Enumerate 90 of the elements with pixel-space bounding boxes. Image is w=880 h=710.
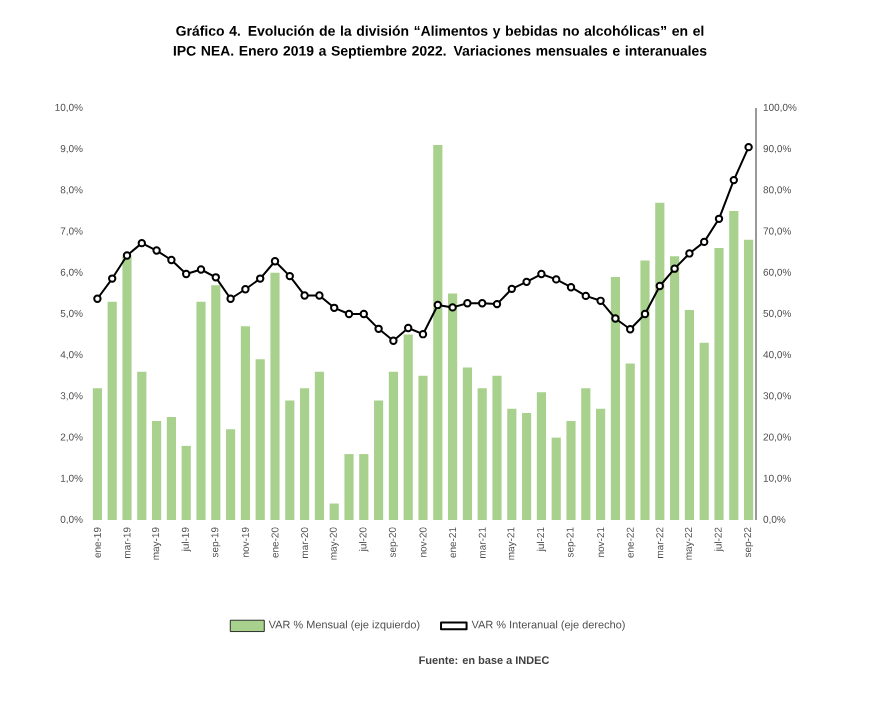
bar — [285, 400, 295, 520]
point — [211, 273, 220, 282]
point — [492, 299, 502, 309]
point — [108, 274, 117, 283]
bar — [670, 256, 680, 520]
bar — [477, 388, 487, 520]
point — [581, 291, 590, 301]
point — [448, 303, 457, 312]
point — [537, 269, 546, 279]
bar — [418, 375, 428, 520]
bar — [448, 293, 458, 520]
bar — [92, 388, 102, 520]
bar — [551, 437, 561, 520]
point — [655, 281, 664, 291]
point — [596, 296, 605, 306]
bar — [536, 392, 546, 520]
point — [404, 323, 413, 333]
bar — [240, 326, 250, 520]
point — [315, 291, 324, 300]
bar — [344, 454, 354, 520]
point — [463, 299, 472, 308]
point — [670, 264, 679, 273]
point — [137, 238, 146, 248]
bar — [403, 334, 413, 520]
point — [640, 309, 650, 319]
bar — [596, 408, 606, 520]
bar — [566, 421, 576, 520]
bar — [610, 276, 620, 520]
bar — [226, 429, 236, 520]
point — [374, 324, 383, 334]
bar — [152, 421, 162, 520]
bar — [196, 301, 206, 520]
point — [566, 283, 576, 292]
bar — [522, 412, 532, 520]
bar — [492, 375, 502, 520]
bar — [181, 445, 191, 520]
point — [626, 325, 635, 334]
bar — [211, 285, 221, 520]
point — [330, 303, 339, 313]
point — [478, 299, 487, 308]
point — [241, 285, 250, 294]
bar — [581, 388, 591, 520]
point — [359, 309, 368, 319]
bar — [684, 309, 694, 520]
point — [522, 277, 531, 287]
point — [93, 294, 102, 303]
bar — [122, 256, 132, 520]
point — [507, 284, 516, 294]
point — [167, 255, 176, 265]
point — [729, 175, 738, 185]
bar — [655, 202, 665, 520]
bar — [699, 342, 709, 520]
point — [122, 251, 132, 260]
point — [744, 142, 753, 152]
point — [344, 309, 354, 319]
bar — [314, 371, 324, 520]
bar — [729, 211, 739, 520]
bar — [166, 417, 176, 520]
bar — [107, 301, 117, 520]
point — [256, 274, 265, 283]
bar — [744, 239, 754, 520]
bar — [388, 371, 398, 520]
bar — [714, 248, 724, 520]
bar — [359, 454, 369, 520]
bar — [300, 388, 310, 520]
point — [389, 336, 398, 345]
bar — [270, 272, 280, 520]
point — [418, 330, 428, 339]
bar — [640, 260, 650, 520]
point — [152, 246, 161, 255]
bar — [433, 145, 443, 520]
bar — [329, 503, 339, 520]
point — [182, 269, 191, 279]
point — [685, 249, 694, 258]
point — [270, 257, 280, 266]
point — [433, 300, 442, 310]
point — [226, 294, 235, 303]
point — [700, 237, 709, 247]
bar — [255, 359, 265, 520]
point — [552, 275, 561, 284]
bar — [507, 408, 517, 520]
bar — [137, 371, 147, 520]
point — [611, 314, 620, 323]
bar — [625, 363, 635, 520]
bar — [462, 367, 472, 520]
point — [285, 271, 294, 281]
point — [196, 265, 206, 274]
bar — [374, 400, 384, 520]
point — [300, 291, 309, 300]
point — [714, 214, 724, 224]
